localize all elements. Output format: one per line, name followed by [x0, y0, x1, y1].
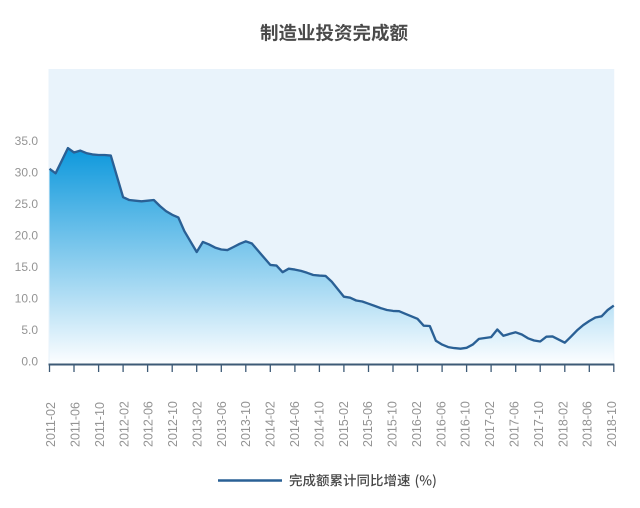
svg-text:2015-02: 2015-02	[337, 401, 351, 447]
svg-text:2012-02: 2012-02	[117, 401, 131, 447]
svg-text:2016-02: 2016-02	[410, 401, 424, 447]
svg-text:2011-02: 2011-02	[44, 402, 58, 447]
svg-text:2011-10: 2011-10	[93, 402, 107, 447]
svg-text:2017-02: 2017-02	[483, 401, 497, 447]
svg-text:2018-06: 2018-06	[581, 401, 595, 447]
svg-text:2016-06: 2016-06	[434, 401, 448, 447]
svg-text:2017-10: 2017-10	[532, 401, 546, 447]
svg-text:2017-06: 2017-06	[508, 401, 522, 447]
svg-text:2013-02: 2013-02	[190, 401, 204, 447]
svg-text:2018-10: 2018-10	[605, 401, 619, 447]
svg-text:2016-10: 2016-10	[459, 401, 473, 447]
svg-text:2013-10: 2013-10	[239, 401, 253, 447]
svg-text:2013-06: 2013-06	[215, 401, 229, 447]
svg-text:25.0: 25.0	[15, 197, 39, 211]
svg-text:35.0: 35.0	[15, 134, 39, 148]
svg-text:2018-02: 2018-02	[556, 401, 570, 447]
svg-text:10.0: 10.0	[15, 292, 39, 306]
svg-text:2014-10: 2014-10	[312, 401, 326, 447]
svg-text:2015-10: 2015-10	[386, 401, 400, 447]
svg-text:2012-06: 2012-06	[142, 401, 156, 447]
svg-text:30.0: 30.0	[15, 166, 39, 180]
svg-text:20.0: 20.0	[15, 229, 39, 243]
svg-text:0.0: 0.0	[21, 355, 38, 369]
svg-text:2015-06: 2015-06	[361, 401, 375, 447]
svg-text:2011-06: 2011-06	[69, 402, 83, 447]
svg-text:5.0: 5.0	[21, 323, 38, 337]
svg-text:2014-06: 2014-06	[288, 401, 302, 447]
svg-text:15.0: 15.0	[15, 260, 39, 274]
svg-text:2012-10: 2012-10	[166, 401, 180, 447]
svg-text:2014-02: 2014-02	[264, 401, 278, 447]
